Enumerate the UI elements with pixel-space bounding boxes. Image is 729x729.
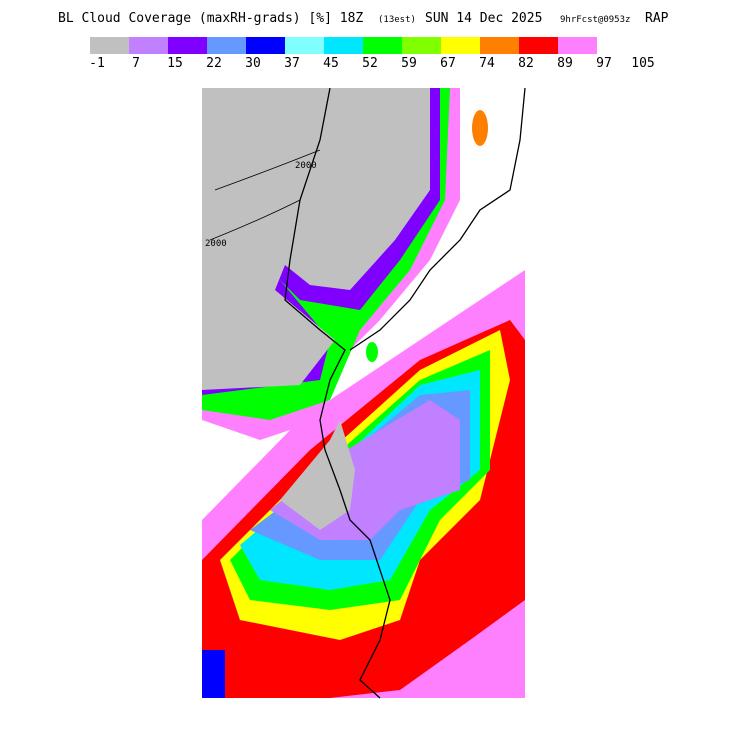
color-box	[129, 37, 168, 54]
colorbar: -1 7 15 22 30 37 45 52 59 67 74 82 89 97 105	[89, 37, 655, 71]
color-box	[441, 37, 480, 54]
color-box	[207, 37, 246, 54]
legend-label: 7	[132, 56, 140, 71]
legend-label: 97	[596, 56, 612, 71]
map: 2000 2000	[202, 87, 526, 699]
legend-label: -1	[89, 56, 105, 71]
title: BL Cloud Coverage (maxRH-grads) [%] 18Z	[58, 11, 363, 26]
legend-label: 37	[284, 56, 300, 71]
date: SUN 14 Dec 2025	[425, 11, 542, 26]
title-small: (13est)	[378, 15, 416, 25]
color-box	[363, 37, 402, 54]
legend-label: 59	[401, 56, 417, 71]
fields	[202, 88, 525, 698]
legend-label: 82	[518, 56, 534, 71]
legend-label: 52	[362, 56, 378, 71]
color-box	[402, 37, 441, 54]
contour-label: 2000	[205, 239, 227, 249]
color-box	[90, 37, 129, 54]
legend-label: 15	[167, 56, 183, 71]
legend-label: 105	[631, 56, 654, 71]
forecast: 9hrFcst@0953z	[560, 15, 630, 25]
color-box	[519, 37, 558, 54]
color-box	[558, 37, 597, 54]
legend-label: 45	[323, 56, 339, 71]
legend-label: 22	[206, 56, 222, 71]
color-box	[285, 37, 324, 54]
contour	[209, 149, 321, 241]
title-row: BL Cloud Coverage (maxRH-grads) [%] 18Z …	[58, 11, 669, 26]
model: RAP	[645, 11, 669, 26]
color-box	[324, 37, 363, 54]
contour-label: 2000	[295, 161, 317, 171]
legend-label: 30	[245, 56, 261, 71]
color-box	[168, 37, 207, 54]
legend-label: 74	[479, 56, 495, 71]
color-box	[246, 37, 285, 54]
color-box	[480, 37, 519, 54]
legend-label: 67	[440, 56, 456, 71]
legend-label: 89	[557, 56, 573, 71]
coastline	[284, 87, 526, 699]
